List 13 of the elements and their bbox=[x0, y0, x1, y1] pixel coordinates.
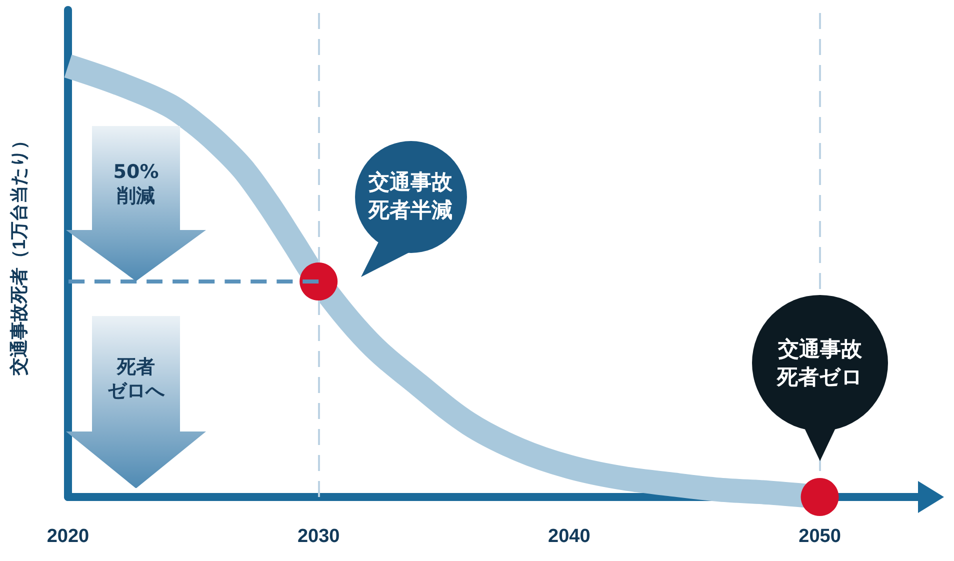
annotation: 死者ゼロ bbox=[776, 364, 864, 388]
annotation: 死者 bbox=[116, 356, 156, 378]
annotation: ゼロへ bbox=[106, 380, 166, 402]
annotation: 50% bbox=[112, 161, 160, 184]
y-axis-title: 交通事故死者（1万台当たり） bbox=[9, 131, 29, 377]
annotation: 削減 bbox=[116, 185, 156, 208]
x-tick-label: 2030 bbox=[297, 526, 340, 547]
annotation: 死者半減 bbox=[367, 198, 454, 222]
annotation: 交通事故 bbox=[368, 170, 454, 194]
x-tick-label: 2040 bbox=[548, 526, 590, 547]
x-tick-label: 2050 bbox=[798, 526, 841, 547]
x-tick-label: 2020 bbox=[46, 526, 90, 547]
annotation: 交通事故 bbox=[776, 336, 863, 360]
